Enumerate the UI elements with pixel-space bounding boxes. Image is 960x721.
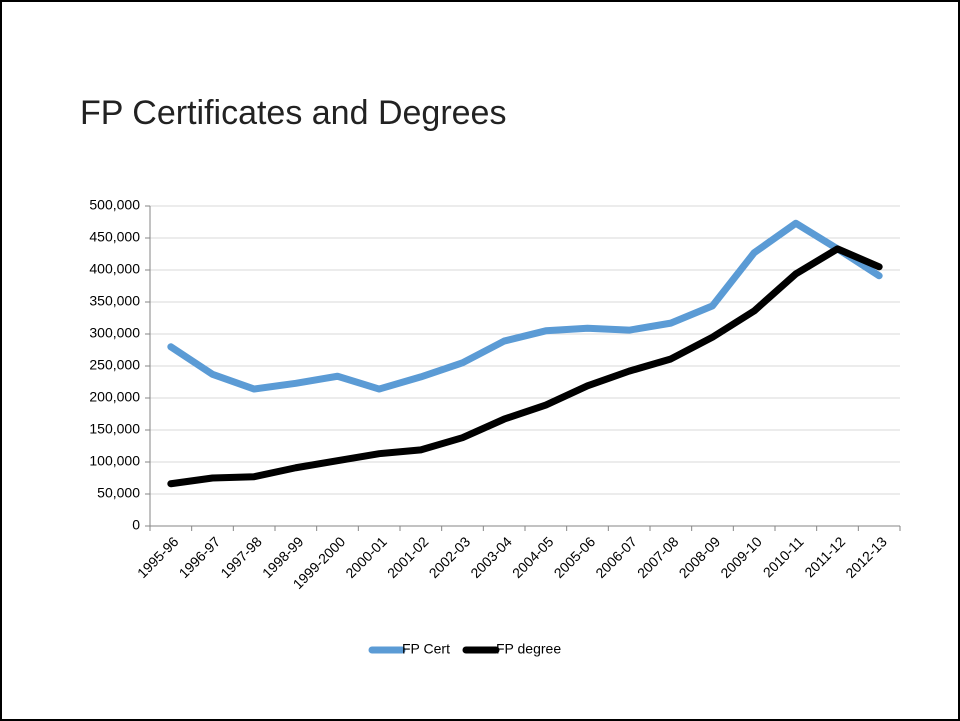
y-tick-label: 50,000	[97, 485, 140, 501]
series-line	[167, 245, 883, 488]
y-tick-label: 250,000	[89, 357, 140, 373]
chart-title: FP Certificates and Degrees	[80, 94, 506, 132]
series-line	[167, 219, 883, 393]
legend-label: FP degree	[496, 641, 561, 657]
y-tick-label: 350,000	[89, 293, 140, 309]
y-tick-label: 400,000	[89, 261, 140, 277]
y-tick-label: 100,000	[89, 453, 140, 469]
y-tick-label: 200,000	[89, 389, 140, 405]
y-tick-label: 150,000	[89, 421, 140, 437]
y-tick-label: 0	[132, 517, 140, 533]
y-tick-label: 450,000	[89, 229, 140, 245]
legend-label: FP Cert	[402, 641, 450, 657]
y-tick-label: 300,000	[89, 325, 140, 341]
y-tick-label: 500,000	[89, 197, 140, 213]
